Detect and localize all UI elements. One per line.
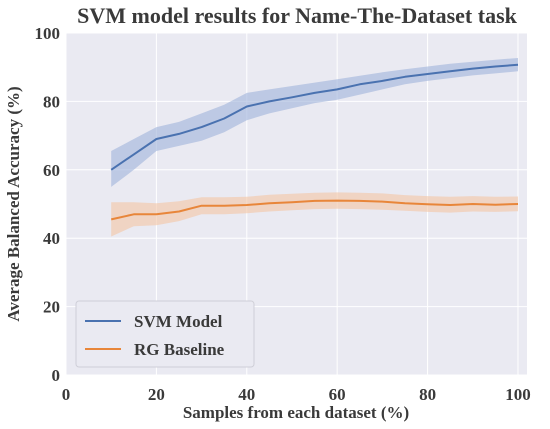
- legend-label-svm-model: SVM Model: [134, 312, 223, 331]
- x-tick-label: 0: [62, 385, 71, 404]
- y-axis-label: Average Balanced Accuracy (%): [4, 86, 23, 321]
- line-svm-model: [110, 63, 519, 171]
- y-tick-labels: 0 20 40 60 80 100: [35, 24, 61, 385]
- y-tick-label: 20: [43, 298, 60, 317]
- x-tick-label: 40: [238, 385, 255, 404]
- y-tick-label: 100: [35, 24, 61, 43]
- legend: SVM Model RG Baseline: [75, 300, 255, 368]
- y-tick-label: 0: [52, 366, 61, 385]
- line-rg-baseline: [110, 199, 519, 221]
- chart-title: SVM model results for Name-The-Dataset t…: [77, 3, 518, 28]
- band-svm-model: [111, 58, 518, 187]
- x-tick-label: 20: [148, 385, 165, 404]
- legend-label-rg-baseline: RG Baseline: [134, 340, 225, 359]
- legend-box: [75, 300, 255, 368]
- x-tick-label: 60: [329, 385, 346, 404]
- x-tick-label: 100: [505, 385, 531, 404]
- y-tick-label: 40: [43, 229, 60, 248]
- y-tick-label: 80: [43, 92, 60, 111]
- x-tick-label: 80: [419, 385, 436, 404]
- x-tick-labels: 0 20 40 60 80 100: [62, 385, 531, 404]
- y-tick-label: 60: [43, 161, 60, 180]
- series-lines: [110, 63, 519, 221]
- x-axis-label: Samples from each dataset (%): [183, 403, 409, 422]
